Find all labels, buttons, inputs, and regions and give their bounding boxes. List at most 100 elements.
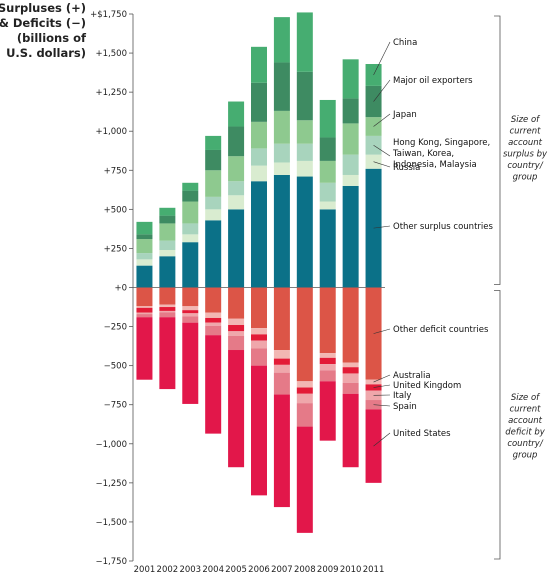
surplus-bar-segment xyxy=(296,12,313,72)
deficit-bar-segment xyxy=(296,403,313,427)
deficit-bar-segment xyxy=(296,387,313,394)
deficit-bar-segment xyxy=(182,322,199,404)
surplus-bar-segment xyxy=(228,181,245,196)
deficit-bar-segment xyxy=(159,317,176,390)
x-tick-label: 2003 xyxy=(179,565,201,575)
deficit-bar-segment xyxy=(319,370,336,382)
surplus-series-label-line: Taiwan, Korea, xyxy=(392,149,454,159)
surplus-bar-segment xyxy=(342,123,359,155)
surplus-bar-segment xyxy=(159,215,176,224)
surplus-bar-segment xyxy=(319,182,336,202)
y-tick-label: +$1,750 xyxy=(90,10,127,20)
deficit-bar-segment xyxy=(136,306,153,308)
deficit-bar-segment xyxy=(251,348,267,366)
surplus-group-label-line: Size of xyxy=(511,115,541,125)
surplus-bar-segment xyxy=(296,71,313,121)
deficit-series-label: Other deficit countries xyxy=(393,325,489,335)
surplus-bar-segment xyxy=(228,126,245,157)
surplus-series-label: Major oil exporters xyxy=(393,76,473,86)
deficit-bar-segment xyxy=(228,325,245,332)
deficit-bar-segment xyxy=(342,367,359,374)
deficit-bar-segment xyxy=(228,287,245,319)
surplus-bar-segment xyxy=(319,160,336,183)
surplus-leader-line xyxy=(373,113,391,127)
deficit-bar-segment xyxy=(205,322,222,326)
surplus-group-label-line: group xyxy=(513,173,538,183)
deficit-bar-segment xyxy=(228,331,245,336)
surplus-bar-segment xyxy=(159,223,176,241)
deficit-series-label: Spain xyxy=(393,402,417,412)
surplus-bar-segment xyxy=(251,165,267,182)
deficit-bar-segment xyxy=(182,316,199,323)
y-tick-label: +1,250 xyxy=(96,88,127,98)
deficit-bar-segment xyxy=(296,287,313,382)
deficit-bar-segment xyxy=(251,334,267,341)
surplus-bar-segment xyxy=(136,221,153,235)
surplus-bar-segment xyxy=(182,201,199,224)
deficit-bar-segment xyxy=(273,287,290,351)
x-tick-label: 2008 xyxy=(294,565,316,575)
surplus-bar-segment xyxy=(273,174,290,288)
deficit-bar-segment xyxy=(182,313,199,317)
deficit-leader-line xyxy=(373,374,391,383)
deficit-bar-segment xyxy=(205,287,222,313)
surplus-series-label-line: Indonesia, Malaysia xyxy=(393,160,477,170)
surplus-series-label: China xyxy=(393,38,417,48)
y-axis-title-line: & Deficits (−) xyxy=(0,16,86,30)
surplus-bar-segment xyxy=(251,148,267,166)
surplus-bar-segment xyxy=(182,242,199,288)
deficit-bar-segment xyxy=(342,287,359,363)
deficit-bar-segment xyxy=(228,335,245,351)
deficit-bar-segment xyxy=(273,358,290,365)
surplus-bracket xyxy=(494,15,501,285)
surplus-bar-segment xyxy=(273,62,290,111)
surplus-bar-segment xyxy=(205,170,222,197)
surplus-bar-segment xyxy=(182,190,199,202)
deficit-bar-segment xyxy=(159,310,176,313)
surplus-bar-segment xyxy=(273,162,290,175)
y-axis-title-line: U.S. dollars) xyxy=(6,46,86,60)
surplus-bar-segment xyxy=(228,101,245,127)
surplus-bar-segment xyxy=(342,174,359,186)
surplus-bar-segment xyxy=(251,82,267,122)
surplus-bar-segment xyxy=(251,181,267,288)
surplus-bar-segment xyxy=(342,185,359,288)
surplus-bar-segment xyxy=(228,156,245,182)
deficit-bar-segment xyxy=(182,310,199,314)
surplus-group-label-line: account xyxy=(508,138,543,148)
surplus-series-label-line: Hong Kong, Singapore, xyxy=(393,138,490,148)
deficit-bar-segment xyxy=(205,325,222,336)
deficit-bar-segment xyxy=(159,312,176,318)
surplus-bar-segment xyxy=(182,234,199,243)
surplus-bar-segment xyxy=(319,99,336,138)
y-tick-label: −1,250 xyxy=(96,479,127,489)
deficit-bar-segment xyxy=(228,318,245,326)
y-tick-label: −1,750 xyxy=(96,557,127,567)
y-tick-label: +1,500 xyxy=(96,49,127,59)
x-tick-label: 2006 xyxy=(248,565,270,575)
surplus-series-label: Hong Kong, Singapore, Taiwan, Korea, Indon… xyxy=(392,138,490,170)
surplus-bar-segment xyxy=(205,196,222,210)
surplus-bar-segment xyxy=(342,59,359,99)
surplus-bar-segment xyxy=(136,259,153,266)
deficit-series-label: United Kingdom xyxy=(393,381,461,391)
surplus-bar-segment xyxy=(273,143,290,163)
y-tick-label: +250 xyxy=(104,244,127,254)
deficit-bar-segment xyxy=(136,287,153,307)
deficit-bar-segment xyxy=(159,287,176,305)
surplus-bar-segment xyxy=(159,249,176,257)
surplus-bar-segment xyxy=(205,209,222,221)
surplus-bar-segment xyxy=(228,209,245,288)
surplus-leader-line xyxy=(373,79,391,102)
surplus-bar-segment xyxy=(319,137,336,161)
surplus-bar-segment xyxy=(182,223,199,235)
deficit-series-label: Italy xyxy=(393,391,411,401)
surplus-bar-segment xyxy=(342,98,359,124)
deficit-bracket xyxy=(494,290,501,560)
deficit-bar-segment xyxy=(136,314,153,318)
surplus-bar-segment xyxy=(273,110,290,144)
y-tick-label: −1,000 xyxy=(96,440,127,450)
deficit-group-label-line: Size of xyxy=(511,393,541,403)
y-tick-label: −1,500 xyxy=(96,518,127,528)
deficit-bar-segment xyxy=(273,364,290,373)
